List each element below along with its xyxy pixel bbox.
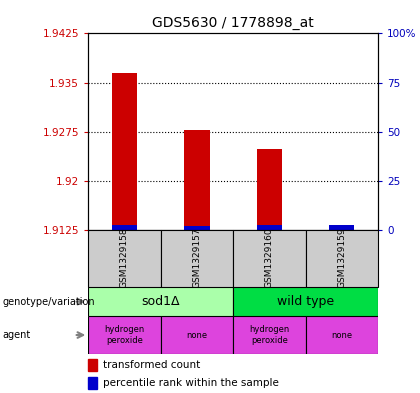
Bar	[88, 377, 97, 389]
FancyBboxPatch shape	[88, 230, 161, 287]
FancyBboxPatch shape	[161, 230, 233, 287]
Bar	[112, 225, 137, 230]
Bar	[184, 130, 210, 230]
Bar	[112, 73, 137, 230]
Text: GSM1329160: GSM1329160	[265, 227, 274, 288]
FancyBboxPatch shape	[233, 287, 378, 316]
Text: GSM1329157: GSM1329157	[192, 227, 201, 288]
FancyBboxPatch shape	[161, 316, 233, 354]
Text: sod1Δ: sod1Δ	[142, 295, 180, 308]
Bar	[184, 226, 210, 230]
Bar	[88, 359, 97, 371]
Text: transformed count: transformed count	[103, 360, 200, 370]
FancyBboxPatch shape	[306, 316, 378, 354]
Text: hydrogen
peroxide: hydrogen peroxide	[104, 325, 144, 345]
Text: percentile rank within the sample: percentile rank within the sample	[103, 378, 278, 388]
Text: hydrogen
peroxide: hydrogen peroxide	[249, 325, 289, 345]
Text: none: none	[186, 331, 207, 340]
Text: agent: agent	[2, 330, 30, 340]
Text: none: none	[331, 331, 352, 340]
Text: GSM1329159: GSM1329159	[337, 227, 346, 288]
Bar	[329, 225, 354, 230]
FancyBboxPatch shape	[233, 316, 306, 354]
Title: GDS5630 / 1778898_at: GDS5630 / 1778898_at	[152, 16, 314, 29]
Text: genotype/variation: genotype/variation	[2, 297, 95, 307]
Text: GSM1329158: GSM1329158	[120, 227, 129, 288]
FancyBboxPatch shape	[233, 230, 306, 287]
Bar	[257, 225, 282, 230]
Bar	[257, 149, 282, 230]
FancyBboxPatch shape	[306, 230, 378, 287]
FancyBboxPatch shape	[88, 316, 161, 354]
Text: wild type: wild type	[277, 295, 334, 308]
FancyBboxPatch shape	[88, 287, 233, 316]
Bar	[329, 228, 354, 230]
